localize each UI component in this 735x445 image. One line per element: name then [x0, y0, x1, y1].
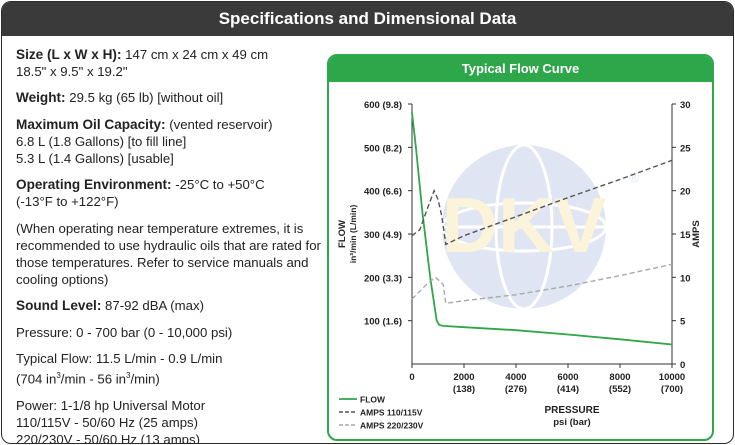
x-tick-label: 8000 [609, 372, 630, 383]
y-tick-label: 400 (6.6) [364, 187, 402, 198]
y2-tick-label: 15 [680, 230, 691, 241]
x-tick-label: 0 [409, 372, 414, 383]
flow-line-2a: (704 in [16, 371, 57, 387]
flow-curve-card: Typical Flow Curve DKV ® 100 (1.6) 200 (3… [327, 54, 714, 441]
y-tick-label: 500 (8.2) [364, 143, 402, 154]
x-tick-sublabel: (138) [453, 384, 475, 395]
watermark-text: DKV [442, 181, 607, 269]
size-label: Size (L x W x H): [16, 47, 122, 62]
watermark-logo: DKV ® [440, 143, 640, 311]
flow-line-2b: /min - 56 in [60, 371, 127, 387]
weight-spec: Weight: 29.5 kg (65 lb) [without oil] [16, 89, 328, 106]
power-line-2: 110/115V - 50/60 Hz (25 amps) [16, 414, 199, 430]
x-tick-sublabel: (276) [505, 384, 527, 395]
x-axis-title: PRESSURE [544, 405, 599, 416]
oil-usable: 5.3 L (1.4 Gallons) [usable] [16, 151, 174, 167]
chart-axes: 100 (1.6) 200 (3.3) 300 (4.9) 400 (6.6) 500 … [337, 100, 702, 428]
env-label: Operating Environment: [16, 177, 172, 193]
x-tick-sublabel: (552) [609, 384, 631, 395]
y-tick-label: 600 (9.8) [364, 100, 402, 111]
legend-label-3: AMPS 220/230V [360, 421, 424, 431]
pressure-spec: Pressure: 0 - 700 bar (0 - 10,000 psi) [16, 324, 233, 340]
chart-series [411, 112, 673, 346]
y-tick-label: 100 (1.6) [364, 317, 402, 328]
sound-value: 87-92 dBA (max) [101, 298, 204, 314]
y2-tick-label: 30 [680, 100, 691, 111]
flow-line-2c: /min) [130, 371, 160, 387]
x-axis-subtitle: psi (bar) [553, 417, 590, 428]
environment-note: (When operating near temperature extreme… [16, 220, 321, 288]
y2-axis-title: AMPS [691, 220, 702, 247]
oil-capacity-spec: Maximum Oil Capacity: (vented reservoir)… [16, 116, 328, 168]
oil-note: (vented reservoir) [165, 116, 273, 132]
y-axis-title: FLOW [337, 220, 348, 248]
env-fahrenheit: (-13°F to +122°F) [16, 194, 119, 210]
x-tick-label: 2000 [453, 372, 474, 383]
y2-tick-label: 10 [680, 273, 691, 284]
sound-spec: Sound Level: 87-92 dBA (max) [16, 297, 328, 314]
x-tick-label: 4000 [505, 372, 526, 383]
weight-label: Weight: [16, 90, 66, 106]
legend-label-2: AMPS 110/115V [360, 408, 423, 418]
x-tick-sublabel: (700) [661, 384, 683, 395]
y2-tick-label: 0 [680, 360, 685, 371]
x-tick-sublabel: (414) [557, 384, 579, 395]
series-line-1 [411, 112, 673, 346]
power-line-3: 220/230V - 50/60 Hz (13 amps) [16, 432, 200, 444]
y-axis-subtitle: in³/min (L/min) [348, 205, 358, 264]
cube-superscript: 3 [126, 371, 131, 381]
cube-superscript: 3 [56, 371, 61, 381]
environment-spec: Operating Environment: -25°C to +50°C (-1… [16, 176, 328, 210]
y-tick-label: 300 (4.9) [364, 230, 402, 241]
env-celsius: -25°C to +50°C [171, 177, 265, 193]
oil-fill: 6.8 L (1.8 Gallons) [to fill line] [16, 133, 187, 149]
sound-label: Sound Level: [16, 298, 102, 314]
y2-tick-label: 5 [680, 317, 686, 328]
panel-title: Specifications and Dimensional Data [2, 2, 733, 36]
flow-spec: Typical Flow: 11.5 L/min - 0.9 L/min (704… [16, 350, 328, 388]
chart-legend: FLOW AMPS 110/115V AMPS 220/230V [339, 395, 424, 431]
size-metric: 147 cm x 24 cm x 49 cm [121, 47, 269, 62]
power-spec: Power: 1-1/8 hp Universal Motor 110/115V … [16, 397, 328, 444]
flow-line-1: Typical Flow: 11.5 L/min - 0.9 L/min [16, 350, 223, 366]
series-line-3 [411, 263, 673, 305]
oil-label: Maximum Oil Capacity: [16, 116, 166, 132]
watermark-registered-mark: ® [629, 169, 640, 185]
legend-label-1: FLOW [360, 395, 386, 405]
x-tick-label: 10000 [659, 372, 685, 383]
x-tick-label: 6000 [557, 372, 578, 383]
y-tick-label: 200 (3.3) [364, 273, 402, 284]
chart-title: Typical Flow Curve [329, 56, 712, 82]
power-line-1: Power: 1-1/8 hp Universal Motor [16, 397, 206, 413]
spec-list: Size (L x W x H): 147 cm x 24 cm x 49 cm… [16, 46, 328, 444]
size-imperial: 18.5" x 9.5" x 19.2" [16, 64, 128, 80]
y2-tick-label: 25 [680, 143, 691, 154]
series-line-2 [411, 159, 673, 246]
size-spec: Size (L x W x H): 147 cm x 24 cm x 49 cm… [16, 46, 328, 80]
weight-value: 29.5 kg (65 lb) [without oil] [65, 90, 224, 106]
y2-tick-label: 20 [680, 187, 691, 198]
flow-curve-chart: DKV ® 100 (1.6) 200 (3.3) 300 (4.9) 400 (6.… [337, 100, 702, 431]
